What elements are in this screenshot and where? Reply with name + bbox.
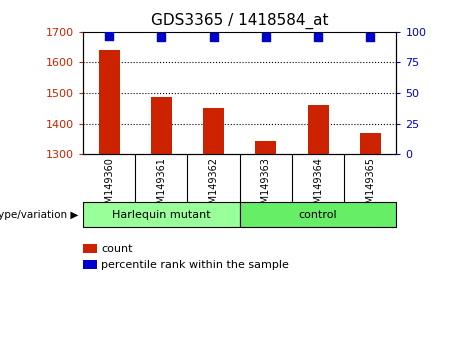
Bar — [255, 141, 276, 154]
Point — [366, 34, 374, 40]
Title: GDS3365 / 1418584_at: GDS3365 / 1418584_at — [151, 13, 329, 29]
Text: control: control — [299, 210, 337, 219]
Bar — [203, 108, 224, 154]
Text: GSM149362: GSM149362 — [208, 157, 219, 216]
Text: Harlequin mutant: Harlequin mutant — [112, 210, 211, 219]
Point — [106, 33, 113, 38]
Bar — [99, 50, 119, 154]
Text: GSM149363: GSM149363 — [261, 157, 271, 216]
Text: count: count — [101, 244, 133, 254]
Point — [158, 34, 165, 40]
Text: genotype/variation ▶: genotype/variation ▶ — [0, 210, 78, 219]
Point — [262, 34, 270, 40]
Text: GSM149361: GSM149361 — [156, 157, 166, 216]
Text: GSM149360: GSM149360 — [104, 157, 114, 216]
Bar — [83, 202, 240, 227]
Text: percentile rank within the sample: percentile rank within the sample — [101, 260, 290, 270]
Bar — [151, 97, 172, 154]
Point — [210, 34, 217, 40]
Bar — [360, 133, 381, 154]
Bar — [307, 105, 329, 154]
Text: GSM149365: GSM149365 — [365, 157, 375, 216]
Point — [314, 34, 322, 40]
Text: GSM149364: GSM149364 — [313, 157, 323, 216]
Bar — [240, 202, 396, 227]
